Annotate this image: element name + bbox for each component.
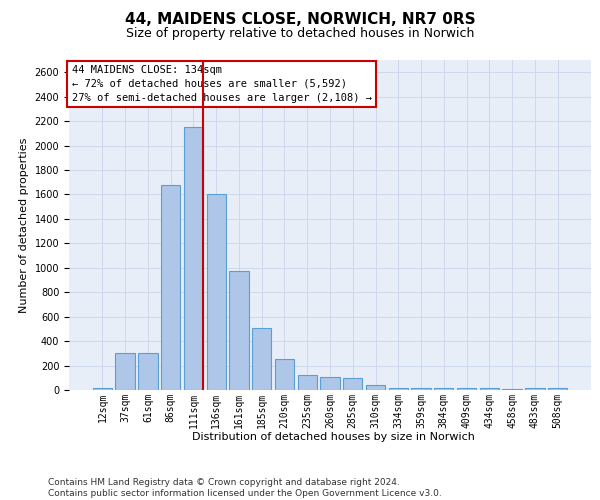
Bar xyxy=(138,354,158,390)
Text: Distribution of detached houses by size in Norwich: Distribution of detached houses by size … xyxy=(191,432,475,442)
Bar xyxy=(298,376,317,390)
Bar xyxy=(479,388,499,390)
Bar xyxy=(206,194,226,390)
Bar xyxy=(366,384,385,390)
Bar xyxy=(457,388,476,390)
Bar xyxy=(343,378,362,390)
Bar xyxy=(275,360,294,390)
Bar xyxy=(412,388,431,390)
Text: 44 MAIDENS CLOSE: 134sqm
← 72% of detached houses are smaller (5,592)
27% of sem: 44 MAIDENS CLOSE: 134sqm ← 72% of detach… xyxy=(71,65,371,103)
Bar xyxy=(320,376,340,390)
Bar xyxy=(229,271,248,390)
Bar xyxy=(184,127,203,390)
Text: Contains HM Land Registry data © Crown copyright and database right 2024.
Contai: Contains HM Land Registry data © Crown c… xyxy=(48,478,442,498)
Bar xyxy=(161,184,181,390)
Bar xyxy=(252,328,271,390)
Text: Size of property relative to detached houses in Norwich: Size of property relative to detached ho… xyxy=(126,28,474,40)
Bar xyxy=(389,388,408,390)
Bar xyxy=(502,389,522,390)
Bar xyxy=(548,388,567,390)
Bar xyxy=(93,388,112,390)
Bar xyxy=(525,388,545,390)
Text: 44, MAIDENS CLOSE, NORWICH, NR7 0RS: 44, MAIDENS CLOSE, NORWICH, NR7 0RS xyxy=(125,12,475,28)
Bar xyxy=(434,388,454,390)
Y-axis label: Number of detached properties: Number of detached properties xyxy=(19,138,29,312)
Bar xyxy=(115,354,135,390)
